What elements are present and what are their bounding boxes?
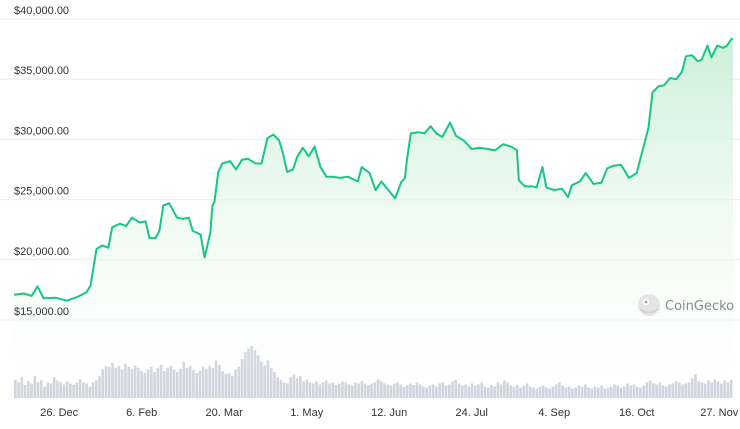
price-line[interactable] (13, 37, 734, 302)
x-tick-label: 24. Jul (456, 407, 488, 419)
price-area-fill (14, 38, 733, 399)
y-tick-label: $35,000.00 (14, 65, 69, 77)
x-tick-label: 1. May (290, 407, 324, 419)
x-tick-label: 20. Mar (206, 407, 244, 419)
x-tick-label: 27. Nov (700, 407, 738, 419)
y-tick-label: $25,000.00 (14, 186, 69, 198)
y-tick-label: $40,000.00 (14, 5, 69, 17)
x-tick-label: 6. Feb (126, 407, 157, 419)
coingecko-logo-icon (638, 294, 660, 316)
watermark-label: CoinGecko (665, 299, 734, 314)
price-area (14, 38, 733, 399)
x-tick-label: 26. Dec (40, 407, 78, 419)
y-tick-label: $20,000.00 (14, 246, 69, 258)
price-series-line[interactable] (13, 37, 734, 302)
x-tick-label: 16. Oct (619, 407, 654, 419)
coingecko-watermark: CoinGecko (638, 294, 734, 316)
y-tick-label: $15,000.00 (14, 306, 69, 318)
x-tick-label: 4. Sep (538, 407, 570, 419)
x-axis-tick-labels: 26. Dec 6. Feb 20. Mar 1. May 12. Jun 24. Jul… (40, 407, 738, 419)
y-tick-label: $30,000.00 (14, 125, 69, 137)
x-tick-label: 12. Jun (371, 407, 407, 419)
y-axis-tick-labels: $40,000.00 $35,000.00 $30,000.00 $25,000.00… (14, 5, 69, 318)
